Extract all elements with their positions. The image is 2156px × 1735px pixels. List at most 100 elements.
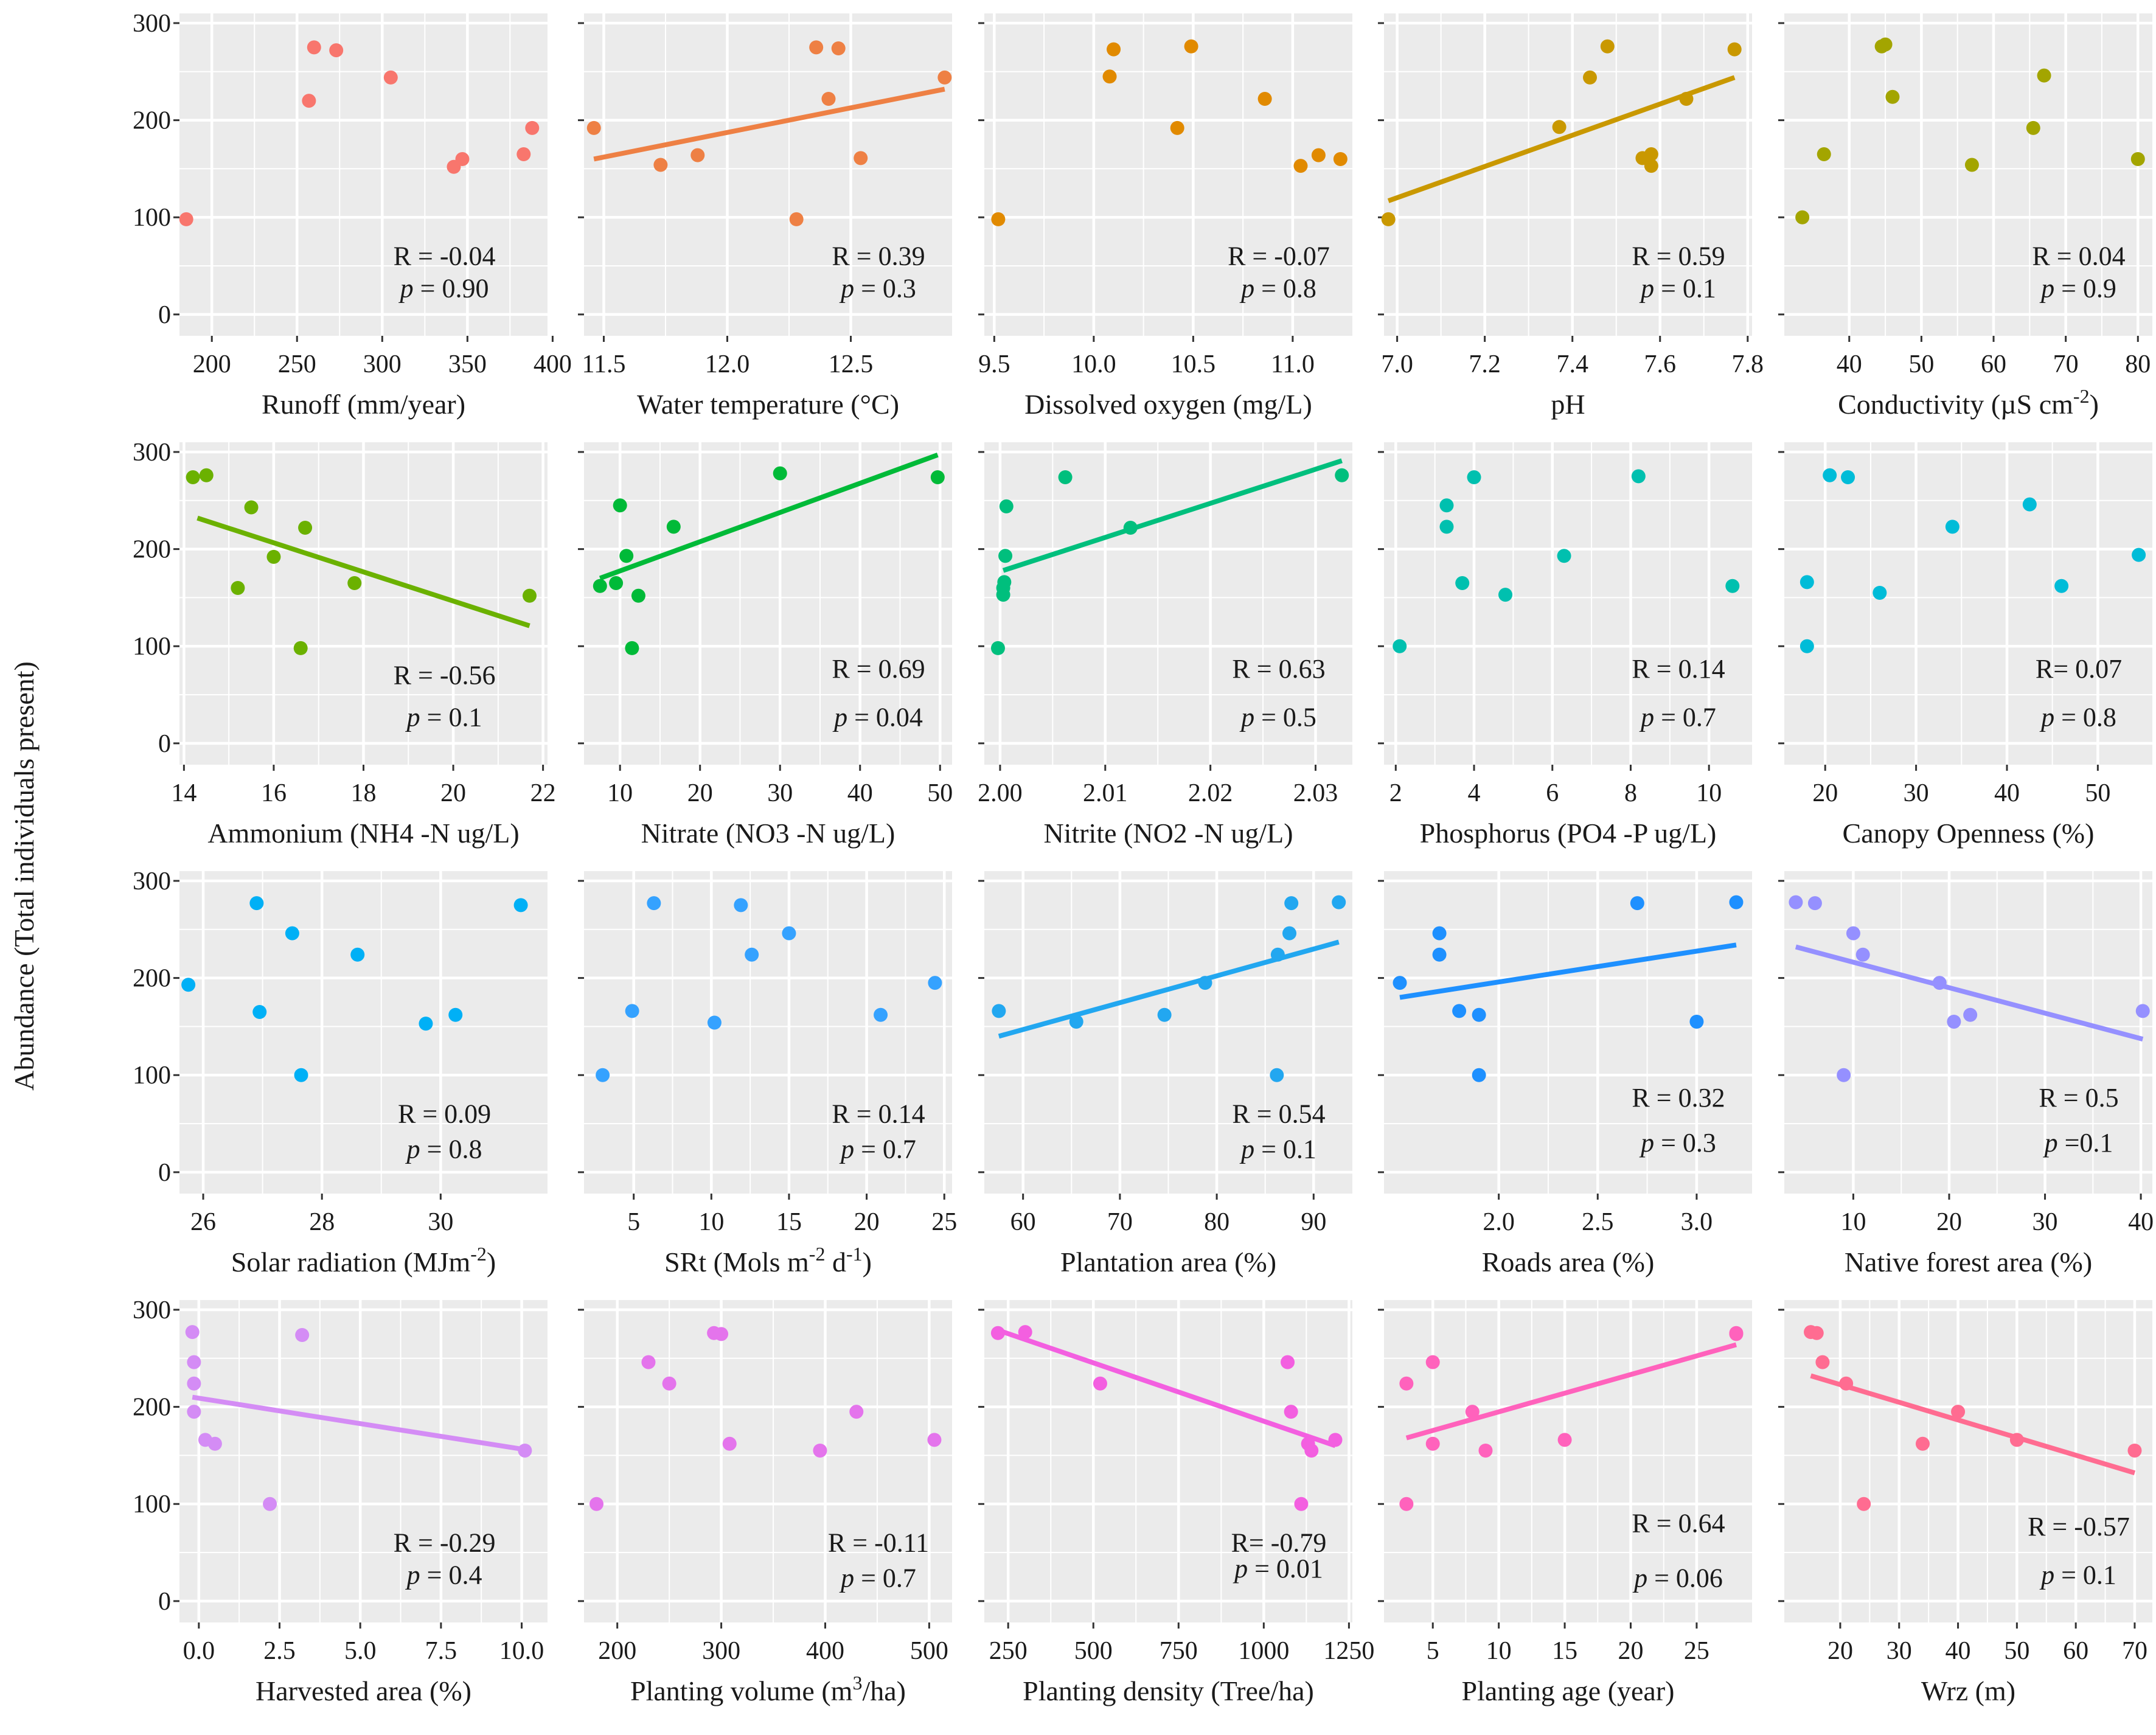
data-point bbox=[1257, 91, 1272, 106]
trend-line bbox=[1795, 944, 2144, 1042]
data-point bbox=[690, 148, 705, 162]
data-point bbox=[849, 1405, 864, 1419]
y-tick-label: 200 bbox=[133, 536, 171, 564]
panel-background bbox=[1784, 871, 2152, 1194]
x-tick-label: 7.4 bbox=[1556, 350, 1588, 378]
data-point bbox=[1878, 37, 1893, 52]
x-tick-label: 80 bbox=[2125, 350, 2151, 378]
data-point bbox=[2054, 579, 2069, 593]
data-point bbox=[1583, 70, 1598, 85]
p-value: p = 0.8 bbox=[405, 1135, 482, 1164]
data-point bbox=[1727, 42, 1742, 57]
data-point bbox=[1170, 120, 1184, 135]
data-point bbox=[1795, 210, 1810, 224]
data-point bbox=[1102, 69, 1117, 84]
y-tick-label: 0 bbox=[158, 730, 171, 758]
data-point bbox=[1963, 1007, 1978, 1022]
data-point bbox=[1947, 1014, 1961, 1029]
x-tick-label: 50 bbox=[2004, 1637, 2029, 1665]
x-axis-label: Solar radiation (MJm-2) bbox=[231, 1243, 496, 1278]
trend-line bbox=[192, 1394, 526, 1452]
panel-1: 0 100 200 300 200 250 300 350 400 R = -0.04p = 0.… bbox=[133, 10, 572, 420]
data-point bbox=[2127, 1443, 2142, 1458]
x-axis-label: Planting volume (m3/ha) bbox=[630, 1672, 906, 1706]
data-point bbox=[1644, 147, 1658, 161]
r-value: R = 0.54 bbox=[1232, 1099, 1325, 1128]
trend-line bbox=[196, 515, 530, 628]
data-point bbox=[298, 520, 313, 535]
y-tick-label: 300 bbox=[133, 868, 171, 895]
panel-4: 7.0 7.2 7.4 7.6 7.8 R = 0.59p = 0.1 pH bbox=[1378, 13, 1764, 420]
data-point bbox=[1184, 39, 1198, 54]
data-point bbox=[1281, 1355, 1295, 1369]
p-value: p = 0.9 bbox=[2039, 273, 2116, 303]
x-axis-label: Water temperature (°C) bbox=[637, 389, 899, 420]
x-tick-label: 30 bbox=[767, 779, 793, 807]
data-point bbox=[448, 1007, 463, 1022]
x-tick-label: 4 bbox=[1468, 779, 1481, 807]
data-point bbox=[1557, 549, 1571, 563]
y-tick-label: 300 bbox=[133, 1296, 171, 1324]
panel-background bbox=[584, 871, 952, 1194]
data-point bbox=[1823, 468, 1837, 482]
x-tick-label: 5 bbox=[1427, 1637, 1439, 1665]
x-tick-label: 250 bbox=[989, 1637, 1028, 1665]
data-point bbox=[625, 641, 639, 655]
r-value: R = 0.14 bbox=[1632, 654, 1725, 684]
data-point bbox=[1809, 1326, 1824, 1340]
data-point bbox=[1498, 588, 1513, 602]
x-axis-label: Roads area (%) bbox=[1482, 1246, 1655, 1278]
data-point bbox=[707, 1015, 722, 1030]
data-point bbox=[1557, 1433, 1572, 1447]
data-point bbox=[593, 579, 607, 593]
data-point bbox=[854, 151, 868, 165]
data-point bbox=[773, 466, 787, 481]
r-value: R = 0.64 bbox=[1632, 1509, 1725, 1539]
data-point bbox=[1399, 1376, 1414, 1391]
data-point bbox=[252, 1004, 267, 1019]
data-point bbox=[1679, 91, 1694, 106]
p-value: p = 0.06 bbox=[1632, 1563, 1723, 1593]
x-tick-label: 9.5 bbox=[978, 350, 1010, 378]
data-point bbox=[1311, 148, 1326, 162]
data-point bbox=[789, 212, 804, 226]
x-axis-label: Nitrite (NO2 -N ug/L) bbox=[1043, 818, 1293, 849]
data-point bbox=[2135, 1004, 2150, 1018]
panel-background bbox=[984, 442, 1352, 765]
p-value: p = 0.7 bbox=[839, 1563, 916, 1593]
r-value: R = -0.11 bbox=[828, 1528, 929, 1557]
panel-background bbox=[1384, 1300, 1752, 1622]
data-point bbox=[1284, 1405, 1298, 1419]
r-value: R= -0.79 bbox=[1231, 1528, 1327, 1557]
x-tick-label: 5.0 bbox=[344, 1637, 377, 1665]
trend-line bbox=[1810, 1373, 2136, 1475]
data-point bbox=[2037, 68, 2051, 83]
y-tick-label: 100 bbox=[133, 1062, 171, 1090]
data-point bbox=[1945, 520, 1960, 534]
panel-background bbox=[584, 1300, 952, 1622]
y-tick-label: 300 bbox=[133, 10, 171, 38]
data-point bbox=[1789, 895, 1803, 909]
data-point bbox=[244, 500, 259, 515]
x-tick-label: 70 bbox=[1107, 1208, 1133, 1236]
data-point bbox=[1270, 947, 1285, 962]
data-point bbox=[207, 1436, 222, 1451]
p-value: p = 0.1 bbox=[2039, 1560, 2116, 1590]
data-point bbox=[1472, 1007, 1486, 1022]
data-point bbox=[1157, 1007, 1172, 1022]
data-point bbox=[1381, 212, 1396, 226]
data-point bbox=[1932, 976, 1947, 990]
data-point bbox=[525, 120, 540, 135]
data-point bbox=[1393, 639, 1407, 653]
x-axis-label: Conductivity (µS cm-2) bbox=[1838, 385, 2099, 420]
r-value: R = 0.39 bbox=[832, 241, 925, 271]
data-point bbox=[609, 575, 624, 590]
panel-9: 2 4 6 8 10 R = 0.14 p = 0.7 Phosphorus (PO4 -P … bbox=[1378, 442, 1752, 849]
data-point bbox=[1452, 1004, 1467, 1018]
x-tick-label: 2.5 bbox=[263, 1637, 296, 1665]
data-point bbox=[1439, 520, 1454, 534]
r-value: R = -0.04 bbox=[394, 241, 496, 271]
x-tick-label: 12.5 bbox=[829, 350, 874, 378]
x-tick-label: 200 bbox=[193, 350, 231, 378]
